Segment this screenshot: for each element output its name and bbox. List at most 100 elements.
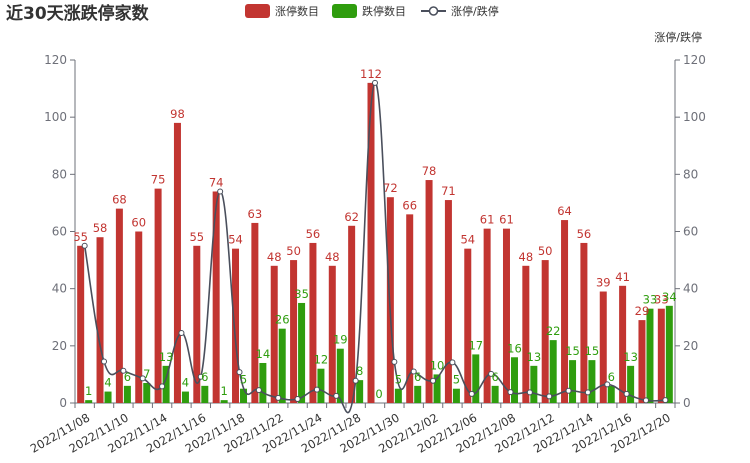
ratio-point <box>662 397 669 404</box>
legend-item-limit-down[interactable]: 跌停数目 <box>332 4 406 18</box>
ratio-point <box>488 370 495 377</box>
legend-label-limit-up: 涨停数目 <box>275 4 319 18</box>
bar-limit-up <box>115 208 123 403</box>
data-label-limit-up: 98 <box>170 107 185 121</box>
data-labels: 5515846866077513984556741545631448265035… <box>73 67 676 401</box>
bar-limit-down <box>394 388 402 403</box>
bar-limit-down <box>259 362 267 403</box>
ratio-point <box>120 367 127 374</box>
data-label-limit-down: 12 <box>314 353 329 367</box>
ratio-point <box>333 392 340 399</box>
right-axis-tick-label: 100 <box>683 110 706 124</box>
data-label-limit-up: 112 <box>360 67 382 81</box>
right-axis-tick-label: 80 <box>683 167 698 181</box>
bar-limit-up <box>251 222 259 403</box>
data-label-limit-down: 6 <box>414 370 421 384</box>
data-label-limit-down: 10 <box>430 358 445 372</box>
data-label-limit-down: 15 <box>565 344 580 358</box>
data-label-limit-down: 26 <box>275 313 290 327</box>
data-label-limit-down: 5 <box>240 373 247 387</box>
data-label-limit-down: 14 <box>256 347 271 361</box>
bar-limit-up <box>96 237 104 403</box>
data-label-limit-down: 0 <box>375 387 382 401</box>
data-label-limit-up: 29 <box>635 304 650 318</box>
legend-item-ratio[interactable]: 涨停/跌停 <box>421 4 499 18</box>
ratio-point <box>294 395 301 402</box>
data-label-limit-up: 62 <box>344 210 359 224</box>
legend-marker-ratio <box>428 6 439 16</box>
ratio-point <box>526 389 533 396</box>
legend-swatch-limit-up <box>245 4 270 18</box>
bar-limit-down <box>472 354 480 403</box>
bar-limit-down <box>336 348 344 403</box>
bar-limit-down <box>143 382 151 403</box>
bar-limit-up <box>483 228 491 403</box>
left-axis-tick-label: 120 <box>44 53 67 67</box>
bar-limit-down <box>607 385 615 403</box>
data-label-limit-up: 75 <box>151 173 166 187</box>
data-label-limit-down: 8 <box>356 364 363 378</box>
ratio-point <box>275 394 282 401</box>
data-label-limit-up: 63 <box>248 207 263 221</box>
ratio-point <box>584 389 591 396</box>
ratio-point <box>101 358 108 365</box>
ratio-line-layer <box>81 79 669 414</box>
data-label-limit-down: 6 <box>124 370 131 384</box>
bar-limit-down <box>452 388 460 403</box>
bar-limit-up <box>561 220 569 403</box>
bar-limit-up <box>309 242 317 403</box>
bar-limit-down <box>104 391 112 403</box>
right-axis-tick-label: 60 <box>683 225 698 239</box>
data-label-limit-up: 64 <box>557 204 572 218</box>
data-label-limit-up: 58 <box>93 221 108 235</box>
legend-item-limit-up[interactable]: 涨停数目 <box>245 4 319 18</box>
ratio-point <box>391 358 398 365</box>
data-label-limit-down: 4 <box>104 376 111 390</box>
bar-limit-down <box>588 360 596 403</box>
bar-limit-up <box>173 122 181 403</box>
data-label-limit-down: 33 <box>643 293 658 307</box>
bar-limit-up <box>657 308 665 403</box>
ratio-point <box>197 373 204 380</box>
bar-limit-up <box>425 180 433 403</box>
ratio-point <box>313 386 320 393</box>
data-label-limit-up: 56 <box>577 227 592 241</box>
data-label-limit-up: 66 <box>402 198 417 212</box>
ratio-point <box>623 390 630 397</box>
data-label-limit-down: 35 <box>294 287 309 301</box>
data-label-limit-down: 6 <box>608 370 615 384</box>
data-label-limit-down: 4 <box>182 376 189 390</box>
data-label-limit-up: 50 <box>286 244 301 258</box>
data-label-limit-up: 61 <box>480 213 495 227</box>
bar-limit-up <box>212 191 220 403</box>
data-label-limit-down: 1 <box>85 384 92 398</box>
data-label-limit-up: 71 <box>441 184 456 198</box>
bar-limit-down <box>627 365 635 403</box>
data-label-limit-up: 54 <box>460 233 475 247</box>
legend-label-ratio: 涨停/跌停 <box>451 4 499 18</box>
data-label-limit-up: 48 <box>267 250 282 264</box>
bar-limit-up <box>522 265 530 403</box>
bar-limit-down <box>240 388 248 403</box>
data-label-limit-down: 5 <box>453 373 460 387</box>
bar-limit-down <box>356 380 364 403</box>
data-label-limit-up: 54 <box>228 233 243 247</box>
bar-limit-up <box>406 214 414 403</box>
left-axis-tick-label: 100 <box>44 110 67 124</box>
legend[interactable]: 涨停数目 跌停数目 涨停/跌停 <box>245 4 499 18</box>
ratio-point <box>352 377 359 384</box>
ratio-point <box>565 387 572 394</box>
data-label-limit-up: 72 <box>383 181 398 195</box>
data-label-limit-up: 33 <box>654 293 669 307</box>
data-label-limit-up: 68 <box>112 193 127 207</box>
bar-limit-down <box>298 302 306 403</box>
bar-limit-up <box>599 291 607 403</box>
ratio-point <box>546 393 553 400</box>
bar-limit-down <box>162 365 170 403</box>
bar-limit-down <box>665 305 673 403</box>
bar-limit-up <box>135 231 143 403</box>
left-axis-tick-label: 40 <box>52 282 67 296</box>
data-label-limit-up: 41 <box>615 270 630 284</box>
data-label-limit-down: 6 <box>491 370 498 384</box>
